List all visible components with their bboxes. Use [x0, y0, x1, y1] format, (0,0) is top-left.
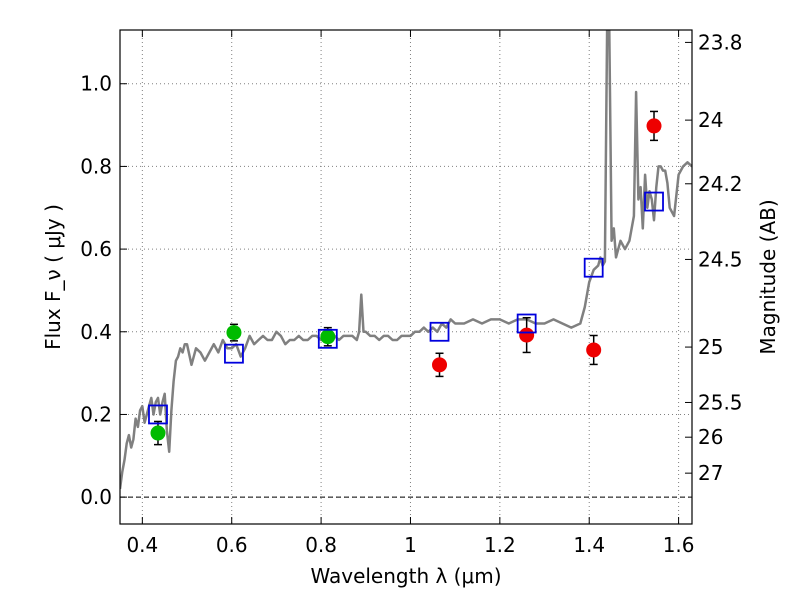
model-photometry-square-1	[224, 343, 244, 364]
model-photometry-square-0	[148, 404, 168, 425]
red-point-2	[586, 342, 602, 358]
green-point-1	[226, 325, 242, 341]
y-tick-label-1: 0.2	[80, 402, 112, 426]
model-photometry-square-6	[644, 191, 664, 212]
x-axis-label: Wavelength λ (μm)	[310, 564, 501, 588]
x-tick-label-4: 1.2	[484, 533, 516, 557]
model-photometry-square-5	[583, 257, 604, 278]
x-tick-label-6: 1.6	[663, 533, 695, 557]
y-tick-label-5: 1.0	[80, 72, 112, 96]
data-markers	[148, 110, 664, 446]
y-tick-label-2: 0.4	[80, 320, 112, 344]
red-point-1	[519, 327, 535, 343]
red-point-0	[432, 357, 448, 373]
right-tick-label-4: 25	[698, 335, 723, 359]
model-photometry-square-2	[317, 328, 338, 349]
right-tick-label-0: 23.8	[698, 30, 743, 54]
y-axis-label: Flux F_ν ( μJy )	[41, 204, 65, 350]
x-tick-label-3: 1	[404, 533, 417, 557]
x-tick-label-5: 1.4	[573, 533, 605, 557]
x-tick-label-2: 0.8	[305, 533, 337, 557]
right-tick-label-7: 27	[698, 461, 723, 485]
model-photometry-square-3	[429, 321, 450, 342]
right-tick-label-5: 25.5	[698, 390, 743, 414]
right-axis-label: Magnitude (AB)	[756, 199, 780, 354]
model-photometry-square-4	[516, 313, 537, 334]
y-tick-label-0: 0.0	[80, 485, 112, 509]
green-point-2	[320, 329, 336, 345]
right-tick-label-1: 24	[698, 108, 723, 132]
red-point-3	[646, 118, 662, 134]
model-spectrum-line	[120, 30, 692, 490]
x-tick-label-1: 0.6	[216, 533, 248, 557]
right-tick-label-6: 26	[698, 425, 723, 449]
plot-frame	[119, 29, 693, 525]
x-tick-label-0: 0.4	[126, 533, 158, 557]
right-tick-label-3: 24.5	[698, 247, 743, 271]
axis-ticks: 0.4 0.6 0.8 1 1.2 1.4 1.6 0.0 0.2 0.4 0.6 0.8 1.0 23.…	[80, 30, 743, 557]
right-tick-label-2: 24.2	[698, 172, 743, 196]
green-point-0	[150, 425, 166, 441]
y-tick-label-4: 0.8	[80, 154, 112, 178]
y-tick-label-3: 0.6	[80, 237, 112, 261]
